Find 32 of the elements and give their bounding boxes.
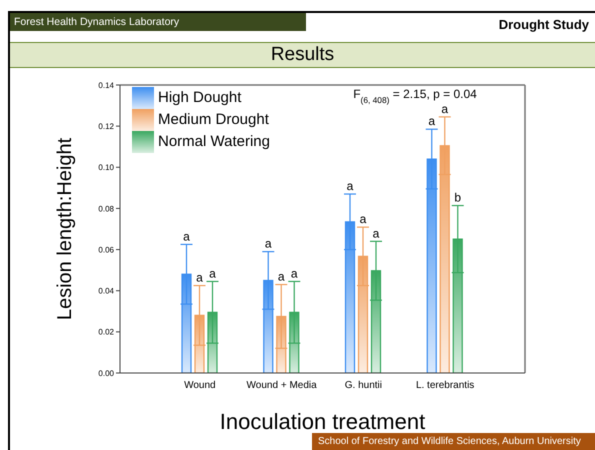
- y-tick-label: 0.08: [98, 204, 115, 214]
- legend-label: High Dought: [158, 89, 242, 106]
- x-tick-label: Wound: [184, 380, 216, 392]
- y-tick-label: 0.10: [98, 163, 115, 172]
- chart-subtitle: Drought Study: [498, 17, 589, 32]
- y-tick-label: 0.00: [98, 368, 115, 378]
- data-label: b: [454, 190, 462, 205]
- data-label: a: [360, 212, 367, 226]
- x-tick-label: G. huntii: [344, 380, 382, 392]
- y-tick-label: 0.14: [98, 80, 115, 90]
- chart-title: Results: [10, 42, 595, 68]
- data-label: a: [346, 179, 354, 194]
- x-axis-title: Inoculation treatment: [220, 409, 426, 434]
- y-tick-label: 0.12: [98, 122, 115, 131]
- data-label: a: [196, 270, 204, 285]
- text: Forest Health Dynamics Laboratory: [10, 13, 306, 31]
- legend-label: Normal Watering: [158, 133, 270, 150]
- data-label: a: [372, 226, 380, 240]
- x-tick-label: L. terebrantis: [416, 380, 474, 392]
- legend-label: Medium Drought: [158, 111, 269, 128]
- data-label: a: [183, 229, 190, 244]
- text: School of Forestry and Wildlife Sciences, Auburn University: [312, 433, 595, 450]
- x-tick-label: Wound + Media: [246, 380, 318, 392]
- data-label: a: [428, 114, 436, 128]
- y-tick-label: 0.02: [98, 328, 115, 337]
- y-axis-title: Lesion length:Height: [54, 137, 76, 320]
- data-label: a: [209, 266, 216, 280]
- data-label: a: [264, 236, 272, 251]
- data-label: a: [278, 270, 285, 284]
- y-tick-label: 0.04: [98, 286, 115, 296]
- y-tick-label: 0.06: [98, 245, 115, 254]
- data-label: a: [290, 266, 298, 280]
